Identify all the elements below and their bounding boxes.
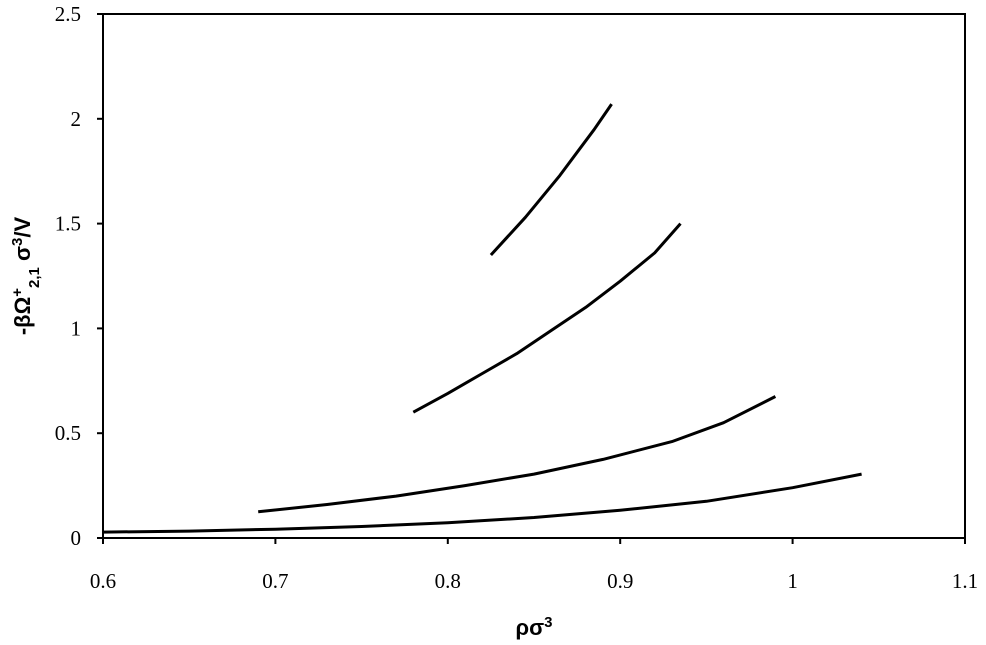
- series-line-4: [489, 103, 613, 257]
- y-tick-label: 2.5: [55, 2, 81, 26]
- x-axis-title: ρσ3: [515, 614, 552, 641]
- series-line-1: [102, 472, 862, 534]
- x-tick-label: 1: [787, 569, 798, 593]
- y-axis-title: -βΩ+2,1 σ3/V: [9, 217, 43, 336]
- x-tick-label: 1.1: [952, 569, 978, 593]
- y-axis-ticks: 0 0.5 1 1.5 2 2.5: [55, 2, 103, 550]
- series-line-3: [412, 222, 682, 414]
- series-line-2: [258, 395, 777, 514]
- x-tick-label: 0.7: [262, 569, 288, 593]
- x-tick-label: 0.9: [607, 569, 633, 593]
- y-tick-label: 2: [71, 107, 82, 131]
- y-tick-label: 1: [71, 316, 82, 340]
- series-lines: [102, 103, 862, 534]
- x-axis-ticks: 0.6 0.7 0.8 0.9 1 1.1: [90, 538, 978, 593]
- y-tick-label: 0: [71, 526, 82, 550]
- plot-area-frame: [102, 13, 966, 539]
- y-tick-label: 1.5: [55, 212, 81, 236]
- x-tick-label: 0.8: [435, 569, 461, 593]
- y-tick-label: 0.5: [55, 421, 81, 445]
- x-tick-label: 0.6: [90, 569, 116, 593]
